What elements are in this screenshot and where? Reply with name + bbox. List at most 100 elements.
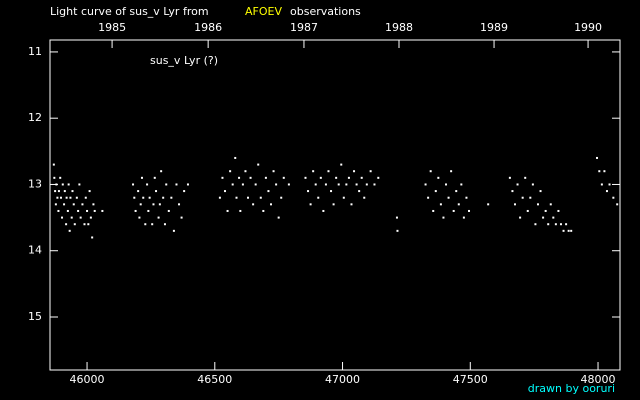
data-point (63, 190, 66, 193)
data-point (151, 223, 154, 226)
data-point (57, 209, 60, 212)
data-point (309, 203, 312, 206)
data-point (254, 183, 257, 186)
data-point (304, 176, 307, 179)
data-point (616, 203, 619, 206)
data-point (280, 196, 283, 199)
data-point (465, 196, 468, 199)
data-point (516, 183, 519, 186)
data-point (457, 203, 460, 206)
data-point (93, 209, 96, 212)
data-point (360, 176, 363, 179)
data-point (146, 183, 149, 186)
data-point (257, 163, 260, 166)
data-point (152, 203, 155, 206)
data-point (557, 209, 560, 212)
data-point (88, 190, 91, 193)
data-point (235, 196, 238, 199)
chart-title-source: AFOEV (245, 5, 282, 18)
data-point (144, 223, 147, 226)
data-point (317, 196, 320, 199)
data-point (447, 196, 450, 199)
data-point (91, 236, 94, 239)
data-point (600, 183, 603, 186)
data-point (565, 223, 568, 226)
data-point (424, 183, 427, 186)
data-point (239, 209, 242, 212)
x2-tick-label: 1989 (480, 21, 508, 34)
data-point (539, 190, 542, 193)
y-tick-label: 15 (28, 310, 42, 323)
data-point (86, 209, 89, 212)
data-point (63, 203, 66, 206)
data-point (134, 209, 137, 212)
data-point (335, 176, 338, 179)
data-point (547, 223, 550, 226)
data-point (101, 209, 104, 212)
data-point (69, 196, 72, 199)
x-tick-label: 48000 (581, 373, 616, 386)
data-point (598, 170, 601, 173)
data-point (83, 223, 86, 226)
data-point (570, 229, 573, 232)
data-point (165, 183, 168, 186)
data-point (327, 170, 330, 173)
data-point (218, 196, 221, 199)
data-point (244, 170, 247, 173)
data-point (65, 223, 68, 226)
data-point (455, 190, 458, 193)
data-point (142, 196, 145, 199)
data-point (53, 176, 56, 179)
data-point (73, 223, 76, 226)
data-point (554, 223, 557, 226)
data-point (241, 183, 244, 186)
x-tick-label: 47000 (325, 373, 360, 386)
data-point (450, 170, 453, 173)
y-tick-label: 11 (28, 45, 42, 58)
data-point (68, 229, 71, 232)
data-point (442, 216, 445, 219)
data-point (445, 183, 448, 186)
data-point (137, 190, 140, 193)
data-point (332, 203, 335, 206)
data-point (549, 203, 552, 206)
data-point (172, 229, 175, 232)
data-point (87, 223, 90, 226)
data-point (67, 183, 70, 186)
data-point (71, 190, 74, 193)
data-point (140, 176, 143, 179)
data-point (92, 203, 95, 206)
data-point (312, 170, 315, 173)
data-point (70, 216, 73, 219)
data-point (396, 229, 399, 232)
data-point (521, 196, 524, 199)
data-point (147, 209, 150, 212)
data-point (84, 196, 87, 199)
data-point (596, 156, 599, 159)
y-tick-label: 13 (28, 177, 42, 190)
data-point (612, 196, 615, 199)
data-point (264, 176, 267, 179)
data-point (567, 229, 570, 232)
data-point (542, 216, 545, 219)
data-point (319, 176, 322, 179)
data-point (468, 209, 471, 212)
data-point (247, 196, 250, 199)
data-point (229, 170, 232, 173)
x2-tick-label: 1988 (385, 21, 413, 34)
chart-title-suffix: observations (290, 5, 361, 18)
x2-tick-label: 1987 (290, 21, 318, 34)
data-point (434, 190, 437, 193)
data-point (158, 203, 161, 206)
data-point (267, 190, 270, 193)
data-point (183, 190, 186, 193)
data-point (358, 190, 361, 193)
data-point (66, 209, 69, 212)
data-point (353, 170, 356, 173)
data-point (452, 209, 455, 212)
data-point (157, 216, 160, 219)
data-point (363, 196, 366, 199)
data-point (153, 176, 156, 179)
data-point (54, 190, 57, 193)
